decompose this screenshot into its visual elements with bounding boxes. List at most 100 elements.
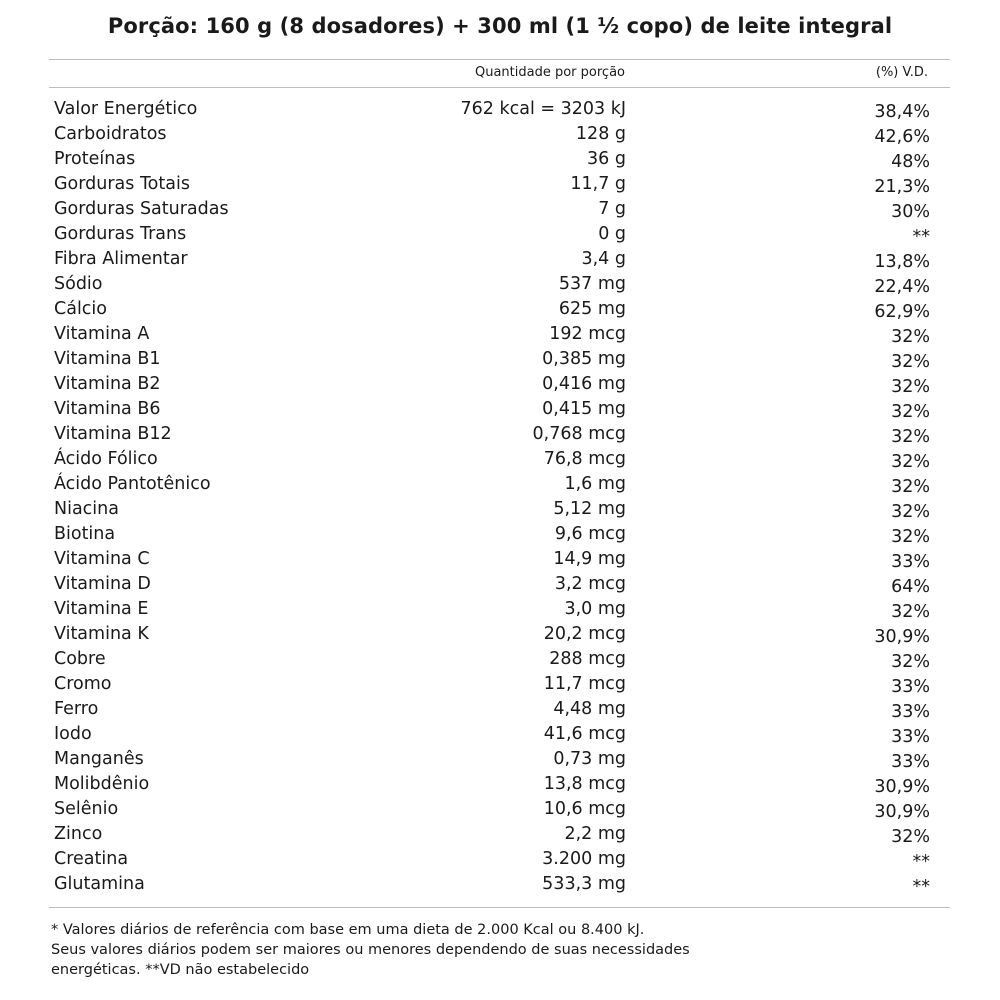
table-row: Vitamina K 20,2 mcg 30,9% xyxy=(0,622,1000,647)
table-row: Sódio 537 mg 22,4% xyxy=(0,272,1000,297)
nutrient-vd: 22,4% xyxy=(874,277,930,297)
bottom-divider xyxy=(49,907,950,908)
nutrient-name: Niacina xyxy=(54,499,119,519)
nutrient-vd: 32% xyxy=(891,602,930,622)
nutrient-name: Biotina xyxy=(54,524,116,544)
nutrient-quantity: 13,8 mcg xyxy=(543,774,626,794)
table-row: Niacina 5,12 mg 32% xyxy=(0,497,1000,522)
nutrient-name: Vitamina K xyxy=(54,624,149,644)
nutrient-name: Valor Energético xyxy=(54,99,198,119)
nutrient-vd: 32% xyxy=(891,827,930,847)
nutrient-vd: 32% xyxy=(891,477,930,497)
nutrient-quantity: 533,3 mg xyxy=(542,874,626,894)
nutrient-vd: ** xyxy=(912,877,931,897)
nutrient-vd: 32% xyxy=(891,452,930,472)
header-divider xyxy=(49,87,950,88)
nutrient-vd: 32% xyxy=(891,652,930,672)
nutrient-name: Vitamina A xyxy=(54,324,150,344)
nutrient-quantity: 4,48 mg xyxy=(553,699,626,719)
table-row: Creatina 3.200 mg ** xyxy=(0,847,1000,872)
nutrient-quantity: 41,6 mcg xyxy=(543,724,626,744)
nutrient-quantity: 14,9 mg xyxy=(553,549,626,569)
quantity-column-header: Quantidade por porção xyxy=(474,65,625,80)
nutrient-vd: 30,9% xyxy=(874,627,930,647)
table-row: Vitamina A 192 mcg 32% xyxy=(0,322,1000,347)
table-row: Cobre 288 mcg 32% xyxy=(0,647,1000,672)
nutrient-vd: 64% xyxy=(891,577,930,597)
table-row: Vitamina B12 0,768 mcg 32% xyxy=(0,422,1000,447)
nutrient-quantity: 0,768 mcg xyxy=(532,424,626,444)
nutrient-quantity: 11,7 mcg xyxy=(543,674,626,694)
nutrient-name: Cálcio xyxy=(54,299,107,319)
nutrient-name: Vitamina B1 xyxy=(54,349,161,369)
nutrient-quantity: 10,6 mcg xyxy=(543,799,626,819)
nutrient-vd: 32% xyxy=(891,402,930,422)
nutrient-vd: 33% xyxy=(891,727,930,747)
nutrient-quantity: 9,6 mcg xyxy=(554,524,626,544)
nutrient-quantity: 762 kcal = 3203 kJ xyxy=(460,99,627,119)
nutrient-vd: 32% xyxy=(891,502,930,522)
table-row: Selênio 10,6 mcg 30,9% xyxy=(0,797,1000,822)
nutrient-vd: 21,3% xyxy=(874,177,930,197)
nutrient-quantity: 0,416 mg xyxy=(542,374,626,394)
nutrient-vd: 38,4% xyxy=(874,102,930,122)
nutrient-name: Fibra Alimentar xyxy=(54,249,188,269)
footnote-line-1: * Valores diários de referência com base… xyxy=(51,922,645,938)
footnote-line-3: energéticas. **VD não estabelecido xyxy=(51,962,310,978)
nutrient-name: Vitamina D xyxy=(54,574,151,594)
nutrient-name: Proteínas xyxy=(54,149,136,169)
table-row: Fibra Alimentar 3,4 g 13,8% xyxy=(0,247,1000,272)
nutrient-name: Selênio xyxy=(54,799,119,819)
nutrient-quantity: 2,2 mg xyxy=(564,824,626,844)
nutrient-vd: 42,6% xyxy=(874,127,930,147)
nutrient-quantity: 20,2 mcg xyxy=(543,624,626,644)
table-row: Glutamina 533,3 mg ** xyxy=(0,872,1000,897)
table-row: Ferro 4,48 mg 33% xyxy=(0,697,1000,722)
nutrient-quantity: 537 mg xyxy=(558,274,626,294)
nutrient-quantity: 0,415 mg xyxy=(542,399,626,419)
nutrient-quantity: 76,8 mcg xyxy=(543,449,626,469)
table-row: Vitamina B2 0,416 mg 32% xyxy=(0,372,1000,397)
nutrient-name: Carboidratos xyxy=(54,124,167,144)
nutrient-vd: 62,9% xyxy=(874,302,930,322)
nutrient-vd: 30% xyxy=(891,202,930,222)
nutrient-quantity: 0,385 mg xyxy=(542,349,626,369)
nutrient-name: Creatina xyxy=(54,849,129,869)
footnote: * Valores diários de referência com base… xyxy=(51,920,961,980)
nutrient-name: Molibdênio xyxy=(54,774,150,794)
nutrient-quantity: 0,73 mg xyxy=(553,749,626,769)
nutrient-quantity: 3.200 mg xyxy=(542,849,626,869)
nutrient-name: Manganês xyxy=(54,749,144,769)
nutrient-name: Glutamina xyxy=(54,874,145,894)
nutrient-name: Ferro xyxy=(54,699,99,719)
nutrient-vd: 32% xyxy=(891,327,930,347)
nutrient-vd: 33% xyxy=(891,552,930,572)
nutrient-name: Vitamina B6 xyxy=(54,399,161,419)
nutrient-quantity: 192 mcg xyxy=(549,324,626,344)
nutrient-quantity: 288 mcg xyxy=(549,649,626,669)
table-row: Iodo 41,6 mcg 33% xyxy=(0,722,1000,747)
nutrient-name: Cromo xyxy=(54,674,112,694)
nutrient-quantity: 36 g xyxy=(587,149,626,169)
nutrient-vd: 33% xyxy=(891,702,930,722)
nutrient-vd: 48% xyxy=(891,152,930,172)
table-header: Quantidade por porção (%) V.D. xyxy=(0,59,1000,87)
nutrient-vd: 30,9% xyxy=(874,777,930,797)
table-row: Gorduras Trans 0 g ** xyxy=(0,222,1000,247)
nutrient-quantity: 5,12 mg xyxy=(553,499,626,519)
table-row: Vitamina E 3,0 mg 32% xyxy=(0,597,1000,622)
nutrient-name: Vitamina E xyxy=(54,599,149,619)
nutrient-name: Vitamina C xyxy=(54,549,150,569)
table-row: Vitamina C 14,9 mg 33% xyxy=(0,547,1000,572)
table-row: Gorduras Saturadas 7 g 30% xyxy=(0,197,1000,222)
nutrient-quantity: 3,2 mcg xyxy=(554,574,626,594)
table-row: Biotina 9,6 mcg 32% xyxy=(0,522,1000,547)
nutrient-vd: 32% xyxy=(891,427,930,447)
nutrient-name: Vitamina B2 xyxy=(54,374,161,394)
nutrient-vd: 13,8% xyxy=(874,252,930,272)
nutrient-name: Cobre xyxy=(54,649,106,669)
nutrient-quantity: 7 g xyxy=(598,199,626,219)
serving-title: Porção: 160 g (8 dosadores) + 300 ml (1 … xyxy=(107,14,893,38)
nutrient-quantity: 11,7 g xyxy=(570,174,626,194)
nutrient-name: Gorduras Totais xyxy=(54,174,190,194)
